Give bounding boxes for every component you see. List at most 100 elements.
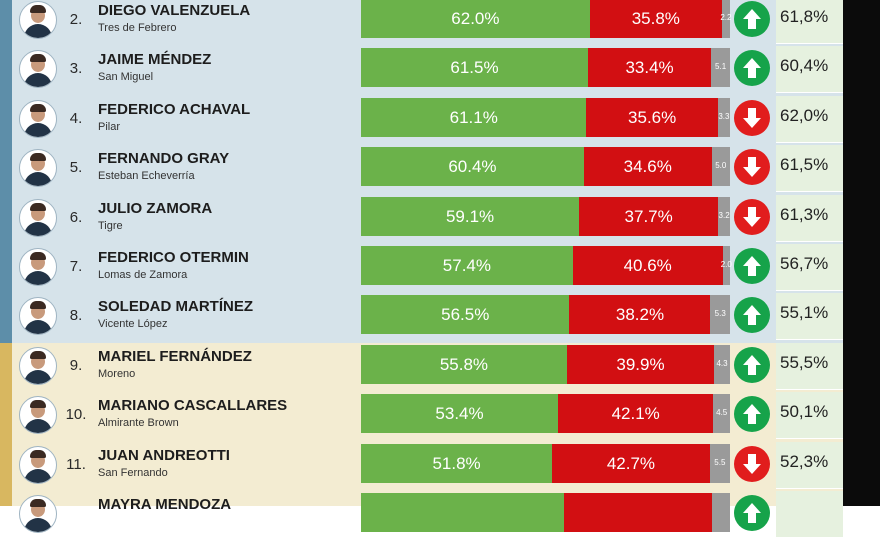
mayor-name: MARIANO CASCALLARES <box>98 397 288 415</box>
arrow-up-circle-icon <box>734 1 770 37</box>
arrow-up-circle-icon <box>734 396 770 433</box>
trend-cell <box>730 491 776 537</box>
arrow-up-glyph <box>743 305 761 326</box>
previous-cell: 60,4% <box>776 46 843 94</box>
arrow-down-glyph <box>743 157 761 178</box>
previous-value: 52,3% <box>780 451 829 471</box>
negative-bar: 35.6% <box>586 97 718 137</box>
mayor-photo <box>19 495 57 533</box>
mayor-photo <box>19 297 57 336</box>
undecided-bar <box>711 493 730 532</box>
previous-value: 56,7% <box>780 254 829 273</box>
previous-value: 60,4% <box>780 56 829 76</box>
mayor-photo <box>19 445 57 484</box>
municipality: Vicente López <box>98 318 168 331</box>
arrow-up-circle-icon <box>734 248 770 284</box>
mayor-name: JULIO ZAMORA <box>98 199 213 217</box>
arrow-down-circle-icon <box>734 149 770 186</box>
negative-bar: 39.9% <box>566 344 715 384</box>
positive-value: 61.5% <box>450 58 499 78</box>
mayor-row-7: 7. FEDERICO OTERMIN Lomas de Zamora 57.4… <box>0 244 843 291</box>
positive-bar: 62.0% <box>361 0 590 38</box>
positive-value: 60.4% <box>448 157 497 177</box>
undecided-value: 5.3 <box>714 309 726 319</box>
positive-value: 56.5% <box>441 305 490 325</box>
mayor-row-9: 9. MARIEL FERNÁNDEZ Moreno 55.8% 39.9% 4… <box>0 342 843 390</box>
municipality: Tigre <box>98 219 123 232</box>
municipality: Pilar <box>98 120 121 133</box>
previous-value: 61,8% <box>780 7 829 26</box>
mayor-row-5: 5. FERNANDO GRAY Esteban Echeverría 60.4… <box>0 145 843 193</box>
positive-bar: 61.5% <box>361 48 588 88</box>
previous-cell: 61,5% <box>776 145 843 193</box>
positive-bar: 53.4% <box>361 394 559 434</box>
trend-cell <box>730 195 776 241</box>
negative-value: 39.9% <box>616 354 665 374</box>
previous-cell: 55,5% <box>776 342 843 390</box>
negative-value: 34.6% <box>623 157 672 177</box>
negative-bar: 42.7% <box>552 443 710 483</box>
mayor-name: JUAN ANDREOTTI <box>98 446 230 464</box>
positive-bar: 60.4% <box>361 147 584 187</box>
trend-cell <box>730 0 776 43</box>
positive-value: 57.4% <box>442 256 491 275</box>
previous-cell: 61,3% <box>776 194 843 242</box>
trend-cell <box>730 145 776 191</box>
arrow-up-glyph <box>743 58 761 79</box>
undecided-value: 2.0 <box>720 260 732 269</box>
arrow-up-circle-icon <box>734 346 770 383</box>
previous-cell <box>776 491 843 538</box>
previous-value: 61,3% <box>780 204 829 224</box>
mayor-row-6: 6. JULIO ZAMORA Tigre 59.1% 37.7% 3.2 61… <box>0 194 843 242</box>
negative-bar: 40.6% <box>572 246 723 285</box>
negative-value: 42.1% <box>611 404 660 424</box>
rank-number: 2. <box>69 11 83 28</box>
mayor-photo <box>19 50 57 89</box>
positive-value: 62.0% <box>451 9 500 28</box>
positive-value: 53.4% <box>435 404 484 424</box>
previous-cell: 61,8% <box>776 0 843 44</box>
undecided-value: 5.1 <box>715 62 727 72</box>
mayor-row-11: 11. JUAN ANDREOTTI San Fernando 51.8% 42… <box>0 441 843 489</box>
undecided-bar: 5.0 <box>711 147 730 187</box>
previous-value: 50,1% <box>780 402 829 422</box>
negative-bar: 37.7% <box>579 196 719 236</box>
municipality: San Fernando <box>98 466 168 479</box>
previous-value: 55,1% <box>780 303 829 323</box>
arrow-up-glyph <box>743 9 761 29</box>
arrow-down-glyph <box>743 453 761 474</box>
mayor-name: JAIME MÉNDEZ <box>98 51 212 69</box>
municipality: San Miguel <box>98 71 154 84</box>
mayor-row-10: 10. MARIANO CASCALLARES Almirante Brown … <box>0 392 843 440</box>
arrow-up-glyph <box>743 256 761 276</box>
arrow-up-glyph <box>743 404 761 425</box>
positive-bar <box>361 493 564 532</box>
rank-number: 3. <box>69 60 83 78</box>
negative-bar <box>563 493 712 532</box>
negative-value: 38.2% <box>615 305 665 325</box>
mayor-photo <box>19 149 57 188</box>
undecided-bar: 4.5 <box>713 394 730 434</box>
rank-number: 10. <box>65 406 87 424</box>
rank-number: 5. <box>69 159 83 177</box>
undecided-bar: 3.3 <box>717 97 730 137</box>
municipality: Esteban Echeverría <box>98 170 195 183</box>
mayor-name: MARIEL FERNÁNDEZ <box>98 347 252 365</box>
arrow-up-circle-icon <box>734 495 770 531</box>
right-edge <box>843 0 880 506</box>
arrow-down-glyph <box>743 107 761 128</box>
arrow-up-circle-icon <box>734 297 770 334</box>
positive-bar: 57.4% <box>361 246 573 285</box>
positive-value: 61.1% <box>449 107 498 127</box>
undecided-value: 5.5 <box>714 457 726 467</box>
negative-bar: 35.8% <box>589 0 722 38</box>
municipality: Tres de Febrero <box>98 22 177 34</box>
negative-bar: 42.1% <box>558 394 714 434</box>
positive-bar: 59.1% <box>361 196 580 236</box>
mayor-row-8: 8. SOLEDAD MARTÍNEZ Vicente López 56.5% … <box>0 293 843 341</box>
rank-number: 4. <box>69 109 83 127</box>
previous-value: 62,0% <box>780 105 829 125</box>
undecided-bar: 5.5 <box>709 443 730 483</box>
mayor-name: FEDERICO ACHAVAL <box>98 100 251 118</box>
undecided-value: 3.2 <box>718 210 730 220</box>
